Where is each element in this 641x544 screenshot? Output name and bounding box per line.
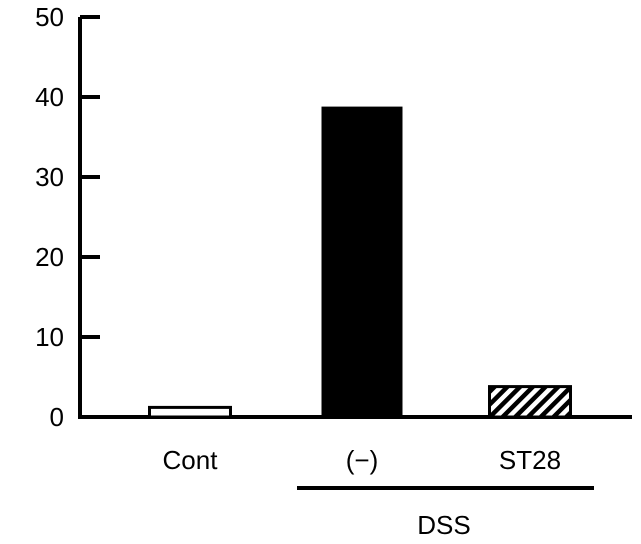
y-tick-label: 20: [35, 242, 64, 272]
bar-3: [488, 385, 572, 419]
bar-1: [148, 405, 232, 419]
bars: [148, 106, 572, 419]
y-tick-label: 50: [35, 2, 64, 32]
x-category-label: Cont: [163, 445, 219, 475]
y-tick-label: 30: [35, 162, 64, 192]
x-category-label: ST28: [499, 445, 561, 475]
group-label: DSS: [417, 510, 470, 540]
bar-2: [321, 106, 403, 417]
y-tick-label: 10: [35, 322, 64, 352]
y-tick-label: 40: [35, 82, 64, 112]
x-category-label: (−): [346, 445, 379, 475]
labels: 0 10 20 30 40 50 Cont (−) ST28 DSS: [35, 2, 561, 540]
y-tick-label: 0: [50, 402, 64, 432]
